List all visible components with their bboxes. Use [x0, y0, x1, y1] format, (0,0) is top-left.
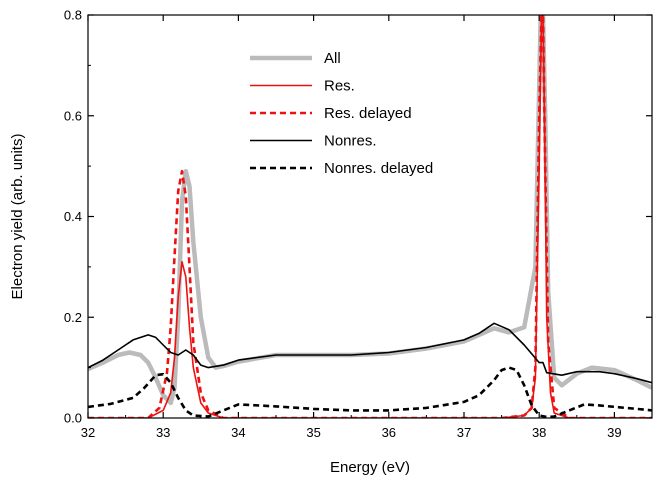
- legend-label: All: [324, 50, 341, 67]
- series-line-nonres: [88, 322, 652, 384]
- series-line-all: [88, 15, 652, 406]
- x-tick-label: 39: [607, 425, 621, 440]
- series-line-res-delayed: [88, 15, 652, 418]
- x-tick-label: 32: [81, 425, 95, 440]
- y-tick-label: 0.6: [64, 108, 82, 123]
- series-line-nonres-delayed: [88, 366, 652, 418]
- x-tick-label: 35: [306, 425, 320, 440]
- y-axis-title: Electron yield (arb. units): [9, 134, 26, 300]
- legend-label: Nonres.: [324, 133, 377, 150]
- legend-label: Res.: [324, 78, 355, 95]
- legend: All Res. Res. delayed Nonres. Nonres. delaye…: [250, 50, 433, 177]
- y-tick-label: 0.0: [64, 411, 82, 426]
- legend-label: Res. delayed: [324, 105, 412, 122]
- plot-frame: [87, 14, 653, 419]
- x-tick-label: 34: [231, 425, 245, 440]
- y-tick-label: 0.4: [64, 209, 82, 224]
- y-tick-label: 0.2: [64, 310, 82, 325]
- x-axis-title: Energy (eV): [330, 459, 410, 476]
- x-tick-label: 36: [382, 425, 396, 440]
- x-tick-label: 37: [457, 425, 471, 440]
- y-tick-label: 0.8: [64, 8, 82, 23]
- x-tick-label: 33: [156, 425, 170, 440]
- series-line-res: [88, 15, 652, 418]
- legend-label: Nonres. delayed: [324, 160, 433, 177]
- x-tick-label: 38: [532, 425, 546, 440]
- series-layer: [88, 15, 652, 418]
- ticks-layer: 32 33 34 35 36 37 38 39 0.0 0.2 0.4 0.6 0.8: [64, 8, 652, 440]
